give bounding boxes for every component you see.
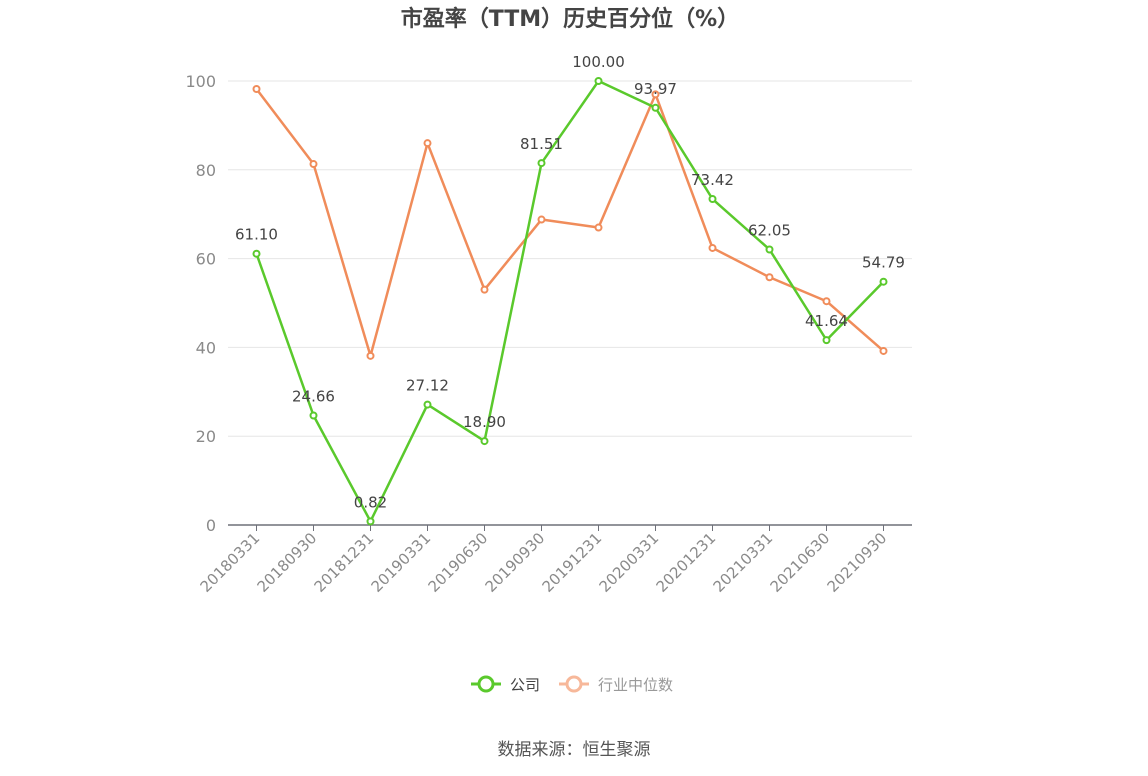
company-data-label: 54.79 — [862, 254, 905, 272]
company-data-label: 24.66 — [292, 388, 335, 406]
x-tick-label: 20210331 — [710, 529, 777, 596]
y-tick-label: 60 — [196, 250, 216, 269]
company-point — [537, 159, 546, 168]
legend-industry-marker-icon — [565, 675, 583, 693]
legend-item-company[interactable]: 公司 — [471, 675, 540, 694]
y-tick-label: 0 — [206, 516, 216, 535]
series — [252, 77, 888, 526]
series-line-industry — [255, 88, 885, 358]
company-point — [366, 517, 375, 526]
grid — [228, 80, 912, 437]
company-point — [765, 245, 774, 254]
x-tick-label: 20191231 — [539, 529, 606, 596]
company-data-label: 41.64 — [805, 312, 848, 330]
company-point — [252, 249, 261, 258]
data-source: 数据来源：恒生聚源 — [498, 740, 651, 760]
company-data-label: 0.82 — [354, 493, 387, 511]
industry-point — [366, 351, 375, 360]
company-data-label: 27.12 — [406, 377, 449, 395]
company-point — [480, 437, 489, 446]
industry-point — [537, 215, 546, 224]
industry-point — [480, 285, 489, 294]
industry-point — [309, 160, 318, 169]
company-data-label: 93.97 — [634, 80, 677, 98]
company-point — [594, 77, 603, 85]
series-line-company — [255, 79, 885, 523]
x-tick-label: 20200331 — [596, 529, 663, 596]
legend: 公司 行业中位数 — [471, 675, 673, 694]
y-tick-label: 80 — [196, 161, 216, 180]
company-data-label: 100.00 — [572, 53, 625, 71]
industry-point — [822, 297, 831, 306]
industry-point — [879, 346, 888, 355]
x-tick-label: 20190630 — [425, 529, 492, 596]
legend-company-marker-icon — [477, 675, 495, 693]
x-tick-label: 20190930 — [482, 529, 549, 596]
y-tick-label: 40 — [196, 338, 216, 357]
industry-point — [252, 84, 261, 93]
y-tick-label: 20 — [196, 427, 216, 446]
x-tick-label: 20210630 — [767, 529, 834, 596]
company-point — [651, 103, 660, 112]
company-point — [879, 277, 888, 286]
legend-industry-label: 行业中位数 — [598, 676, 673, 694]
chart-title: 市盈率（TTM）历史百分位（%） — [401, 6, 739, 32]
industry-point — [423, 139, 432, 148]
x-tick-label: 20210930 — [824, 529, 891, 596]
company-data-label: 61.10 — [235, 226, 278, 244]
y-tick-label: 100 — [185, 72, 216, 91]
company-point — [423, 400, 432, 409]
industry-point — [651, 90, 660, 99]
legend-item-industry[interactable]: 行业中位数 — [559, 675, 673, 694]
industry-point — [594, 223, 603, 232]
x-tick-label: 20190331 — [368, 529, 435, 596]
company-point — [309, 411, 318, 420]
company-data-label: 62.05 — [748, 221, 791, 239]
legend-company-label: 公司 — [510, 676, 540, 694]
data-labels: 61.10 24.66 0.82 27.12 18.90 81.51 100.00 93.97… — [235, 53, 905, 511]
company-point — [708, 195, 717, 204]
industry-point — [765, 273, 774, 282]
company-data-label: 73.42 — [691, 171, 734, 189]
company-data-label: 81.51 — [520, 135, 563, 153]
x-tick-label: 20180930 — [254, 529, 321, 596]
x-tick-label: 20201231 — [653, 529, 720, 596]
company-data-label: 18.90 — [463, 413, 506, 431]
x-tick-label: 20181231 — [311, 529, 378, 596]
company-point — [822, 336, 831, 345]
industry-point — [708, 243, 717, 252]
x-tick-label: 20180331 — [197, 529, 264, 596]
